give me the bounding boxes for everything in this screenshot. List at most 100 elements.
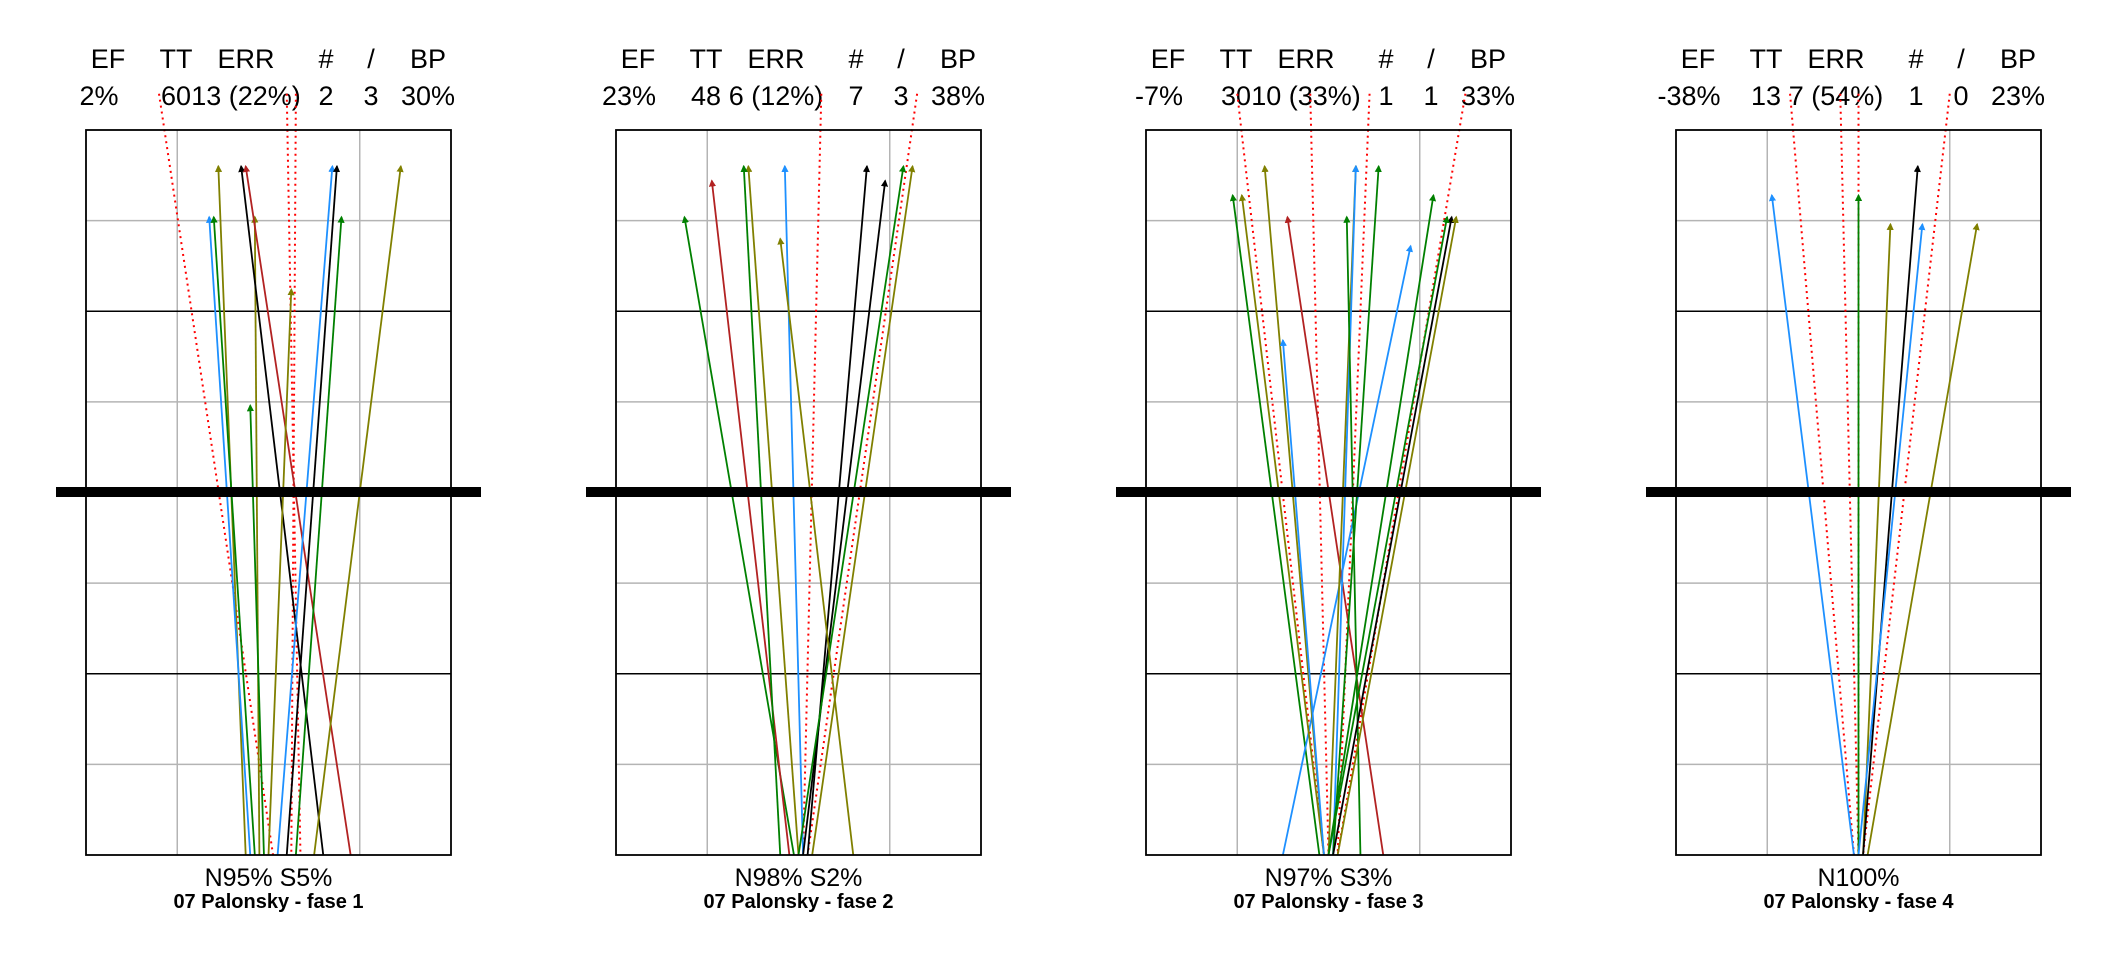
stat-value: -7% bbox=[1135, 81, 1183, 111]
trajectory-arrow bbox=[1238, 193, 1325, 855]
dotted-trajectory bbox=[806, 93, 919, 855]
dotted-trajectory bbox=[1236, 93, 1325, 855]
header-slash: / bbox=[1427, 44, 1435, 74]
header-ef: EF bbox=[1681, 44, 1716, 74]
trajectories bbox=[1768, 93, 1980, 855]
dotted-trajectory bbox=[290, 93, 297, 855]
stat-value: 30% bbox=[401, 81, 455, 111]
stat-value: 2 bbox=[318, 81, 333, 111]
trajectory-arrow bbox=[1857, 222, 1926, 855]
header-slash: / bbox=[1957, 44, 1965, 74]
panel-title: 07 Palonsky - fase 1 bbox=[173, 891, 363, 913]
header-tt: TT bbox=[1750, 44, 1783, 74]
zone-labels: N95% S5% bbox=[205, 864, 333, 892]
trajectory-arrow bbox=[777, 237, 855, 855]
trajectories bbox=[1229, 93, 1467, 855]
header-bp: BP bbox=[940, 44, 976, 74]
trajectory-arrow bbox=[276, 164, 336, 855]
stat-value: 7 bbox=[848, 81, 863, 111]
trajectory-arrow bbox=[802, 179, 889, 855]
trajectory-arrow bbox=[1862, 164, 1921, 855]
stat-value: 10 (33%) bbox=[1251, 81, 1361, 111]
trajectory-arrow bbox=[1336, 215, 1459, 855]
header-err: ERR bbox=[1277, 44, 1334, 74]
trajectories bbox=[681, 93, 919, 855]
stat-value: 13 (22%) bbox=[191, 81, 301, 111]
stat-value: 3 bbox=[363, 81, 378, 111]
stat-value: 1 bbox=[1378, 81, 1393, 111]
stat-value: 30 bbox=[1221, 81, 1251, 111]
stat-value: 38% bbox=[931, 81, 985, 111]
stat-value: 1 bbox=[1423, 81, 1438, 111]
trajectory-arrow bbox=[205, 215, 252, 855]
stat-value: 6 (12%) bbox=[729, 81, 824, 111]
header-tt: TT bbox=[1220, 44, 1253, 74]
trajectory-arrow bbox=[740, 164, 782, 855]
panel-title: 07 Palonsky - fase 2 bbox=[703, 891, 893, 913]
trajectory-arrow bbox=[267, 288, 295, 855]
header-bp: BP bbox=[410, 44, 446, 74]
header-bp: BP bbox=[2000, 44, 2036, 74]
panel-4: EF TT ERR # / BP -38% 13 7 (54%) 1 0 23% N100%07 Pal… bbox=[1646, 44, 2071, 913]
stat-value: 0 bbox=[1953, 81, 1968, 111]
header-err: ERR bbox=[1807, 44, 1864, 74]
header-count: # bbox=[1908, 44, 1923, 74]
trajectory-arrow bbox=[246, 404, 265, 855]
header-tt: TT bbox=[160, 44, 193, 74]
trajectory-arrow bbox=[1229, 193, 1321, 855]
panel-title: 07 Palonsky - fase 4 bbox=[1763, 891, 1954, 913]
grid bbox=[86, 130, 451, 855]
header-count: # bbox=[318, 44, 333, 74]
trajectory-arrow bbox=[681, 215, 795, 855]
dotted-trajectory bbox=[158, 93, 275, 855]
header-err: ERR bbox=[217, 44, 274, 74]
trajectory-arrow bbox=[285, 164, 341, 855]
trajectory-arrow bbox=[745, 164, 800, 855]
stat-value: 7 (54%) bbox=[1789, 81, 1884, 111]
stat-value: 13 bbox=[1751, 81, 1781, 111]
trajectory-arrow bbox=[210, 215, 256, 855]
stat-value: 60 bbox=[161, 81, 191, 111]
panel-1: EF TT ERR # / BP 2% 60 13 (22%) 2 3 30% N95% S5%07 P… bbox=[56, 44, 481, 913]
trajectory-arrow bbox=[1332, 164, 1360, 855]
trajectory-arrow bbox=[294, 215, 345, 855]
header-count: # bbox=[1378, 44, 1393, 74]
dotted-trajectory bbox=[802, 93, 823, 855]
trajectory-arrow bbox=[1327, 215, 1450, 855]
header-slash: / bbox=[367, 44, 375, 74]
trajectory-arrow bbox=[1332, 164, 1382, 855]
zone-labels: N100% bbox=[1818, 864, 1900, 892]
header-bp: BP bbox=[1470, 44, 1506, 74]
trajectory-arrow bbox=[1768, 193, 1855, 855]
header-ef: EF bbox=[1151, 44, 1186, 74]
trajectory-arrow bbox=[781, 164, 804, 855]
header-ef: EF bbox=[621, 44, 656, 74]
header-ef: EF bbox=[91, 44, 126, 74]
trajectory-arrow bbox=[1284, 215, 1385, 855]
stat-value: 2% bbox=[79, 81, 118, 111]
dotted-trajectory bbox=[1309, 93, 1330, 855]
stat-value: 1 bbox=[1908, 81, 1923, 111]
trajectory-arrow bbox=[1281, 244, 1413, 855]
trajectories bbox=[158, 93, 404, 855]
stat-value: 3 bbox=[893, 81, 908, 111]
trajectory-arrow bbox=[1279, 338, 1325, 855]
dotted-trajectory bbox=[1336, 93, 1371, 855]
grid bbox=[616, 130, 981, 855]
panel-title: 07 Palonsky - fase 3 bbox=[1233, 891, 1423, 913]
dotted-trajectory bbox=[1839, 93, 1860, 855]
header-count: # bbox=[848, 44, 863, 74]
stat-value: 23% bbox=[602, 81, 656, 111]
zone-labels: N97% S3% bbox=[1265, 864, 1393, 892]
stat-value: 33% bbox=[1461, 81, 1515, 111]
trajectory-arrow bbox=[242, 164, 352, 855]
trajectory-arrow bbox=[251, 215, 261, 855]
zone-labels: N98% S2% bbox=[735, 864, 863, 892]
header-err: ERR bbox=[747, 44, 804, 74]
header-slash: / bbox=[897, 44, 905, 74]
dotted-trajectory bbox=[1336, 93, 1467, 855]
trajectory-arrow bbox=[708, 179, 791, 855]
trajectory-arrow bbox=[1862, 222, 1894, 855]
